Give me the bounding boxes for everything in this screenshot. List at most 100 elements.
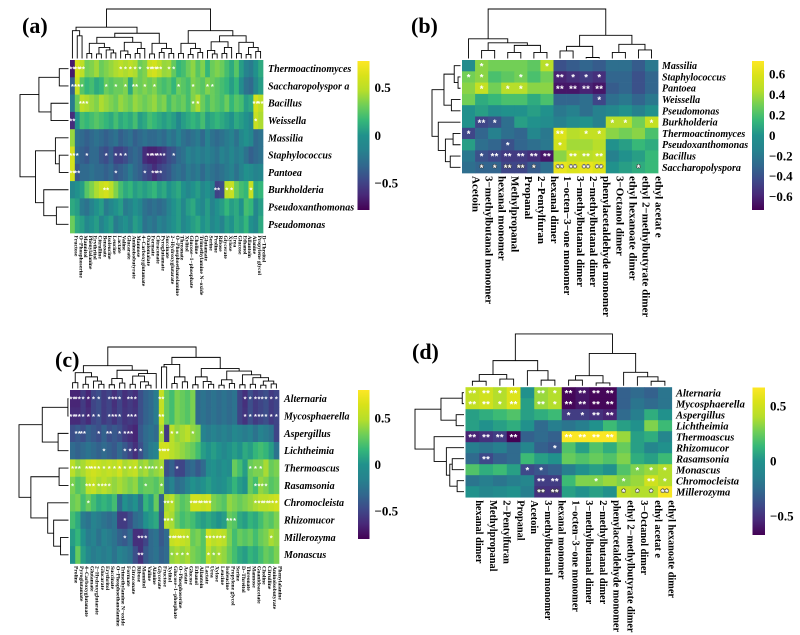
heatmap-cell [137, 424, 144, 443]
heatmap-cell [631, 105, 646, 117]
heatmap-cell [589, 442, 604, 454]
heatmap-cell [618, 105, 633, 117]
significance-mark: ** [190, 499, 196, 508]
heatmap-cell [631, 116, 646, 129]
heatmap-cell [462, 116, 476, 129]
significance-mark: * [264, 481, 267, 490]
panel-a-heatmap [70, 60, 264, 234]
heatmap-cell [161, 77, 167, 95]
heatmap-cell [180, 198, 187, 217]
heatmap-cell [113, 198, 119, 217]
significance-mark: * [118, 464, 121, 473]
heatmap-cell [488, 116, 502, 129]
heatmap-cell [103, 198, 109, 217]
heatmap-cell [630, 420, 645, 432]
heatmap-cell [142, 94, 148, 113]
heatmap-cell [161, 129, 167, 147]
heatmap-cell [118, 215, 124, 234]
column-label: Ribose [135, 566, 141, 583]
heatmap-cell [108, 198, 114, 217]
heatmap-cell [164, 407, 170, 426]
heatmap-cell [137, 60, 143, 78]
heatmap-cell [113, 111, 119, 130]
column-label: Glutamate [88, 566, 94, 592]
row-label: Saccharopolyspora [662, 163, 741, 174]
heatmap-cell [506, 442, 521, 454]
column-label: Mannose [135, 236, 141, 258]
colorbar-gradient [358, 390, 370, 539]
heatmap-cell [180, 163, 187, 182]
heatmap-cell [566, 116, 580, 129]
heatmap-cell [211, 459, 217, 478]
heatmap-cell [592, 116, 607, 129]
heatmap-cell [561, 387, 576, 399]
significance-mark: * [186, 551, 189, 560]
significance-mark: ** [530, 152, 538, 163]
heatmap-cell [252, 511, 259, 530]
heatmap-cell [70, 424, 76, 443]
significance-mark: * [275, 395, 278, 404]
heatmap-cell [169, 528, 175, 547]
heatmap-cell [106, 390, 113, 408]
heatmap-cell [152, 111, 158, 130]
heatmap-cell [209, 94, 216, 113]
heatmap-cell [180, 181, 187, 199]
column-label: ethyl 2−methylbutyrate dimer [639, 176, 651, 317]
heatmap-cell [575, 431, 590, 443]
panel-a-column-labels: FructoseO−PhosphoserineMannitolPhenylala… [72, 236, 266, 297]
row-label: Alternaria [675, 388, 721, 399]
heatmap-cell [258, 476, 264, 495]
heatmap-cell [540, 116, 554, 129]
heatmap-cell [527, 161, 541, 174]
heatmap-cell [184, 494, 191, 512]
heatmap-cell [169, 407, 175, 426]
significance-mark: * [480, 84, 484, 95]
heatmap-cell [553, 116, 567, 129]
heatmap-cell [603, 398, 618, 410]
heatmap-cell [658, 409, 673, 421]
heatmap-cell [190, 129, 196, 147]
heatmap-cell [127, 94, 134, 113]
heatmap-cell [111, 424, 118, 443]
significance-mark: ** [69, 116, 75, 125]
significance-mark: * [97, 395, 100, 404]
panel-b-label: (b) [411, 13, 438, 38]
row-label: Massilia [661, 61, 697, 72]
significance-mark: * [129, 447, 132, 456]
heatmap-cell [101, 442, 107, 460]
heatmap-cell [148, 494, 154, 512]
heatmap-cell [566, 150, 580, 163]
heatmap-cell [231, 459, 238, 478]
column-label: Oxalomalate [145, 236, 151, 267]
heatmap-cell [190, 424, 196, 443]
heatmap-cell [238, 198, 245, 217]
heatmap-cell [221, 407, 228, 426]
heatmap-cell [122, 442, 128, 460]
heatmap-cell [179, 459, 186, 478]
heatmap-cell [118, 77, 124, 95]
heatmap-cell [527, 93, 541, 106]
heatmap-cell [566, 71, 580, 83]
heatmap-cell [142, 77, 148, 95]
heatmap-cell [258, 528, 264, 547]
heatmap-cell [152, 146, 158, 165]
column-label: Xylose [227, 236, 233, 252]
significance-mark: ** [111, 412, 117, 421]
heatmap-cell [209, 111, 216, 130]
heatmap-cell [506, 409, 521, 421]
heatmap-cell [98, 215, 105, 234]
significance-mark: * [480, 73, 484, 84]
significance-mark: * [663, 465, 667, 476]
heatmap-cell [70, 94, 76, 113]
heatmap-cell [216, 442, 222, 460]
heatmap-cell [221, 528, 228, 547]
significance-mark: * [155, 464, 158, 473]
heatmap-cell [70, 442, 76, 460]
heatmap-cell [101, 476, 107, 495]
significance-mark: * [254, 116, 257, 125]
heatmap-cell [117, 476, 123, 495]
heatmap-cell [579, 116, 594, 129]
heatmap-cell [195, 442, 201, 460]
heatmap-cell [205, 146, 211, 165]
